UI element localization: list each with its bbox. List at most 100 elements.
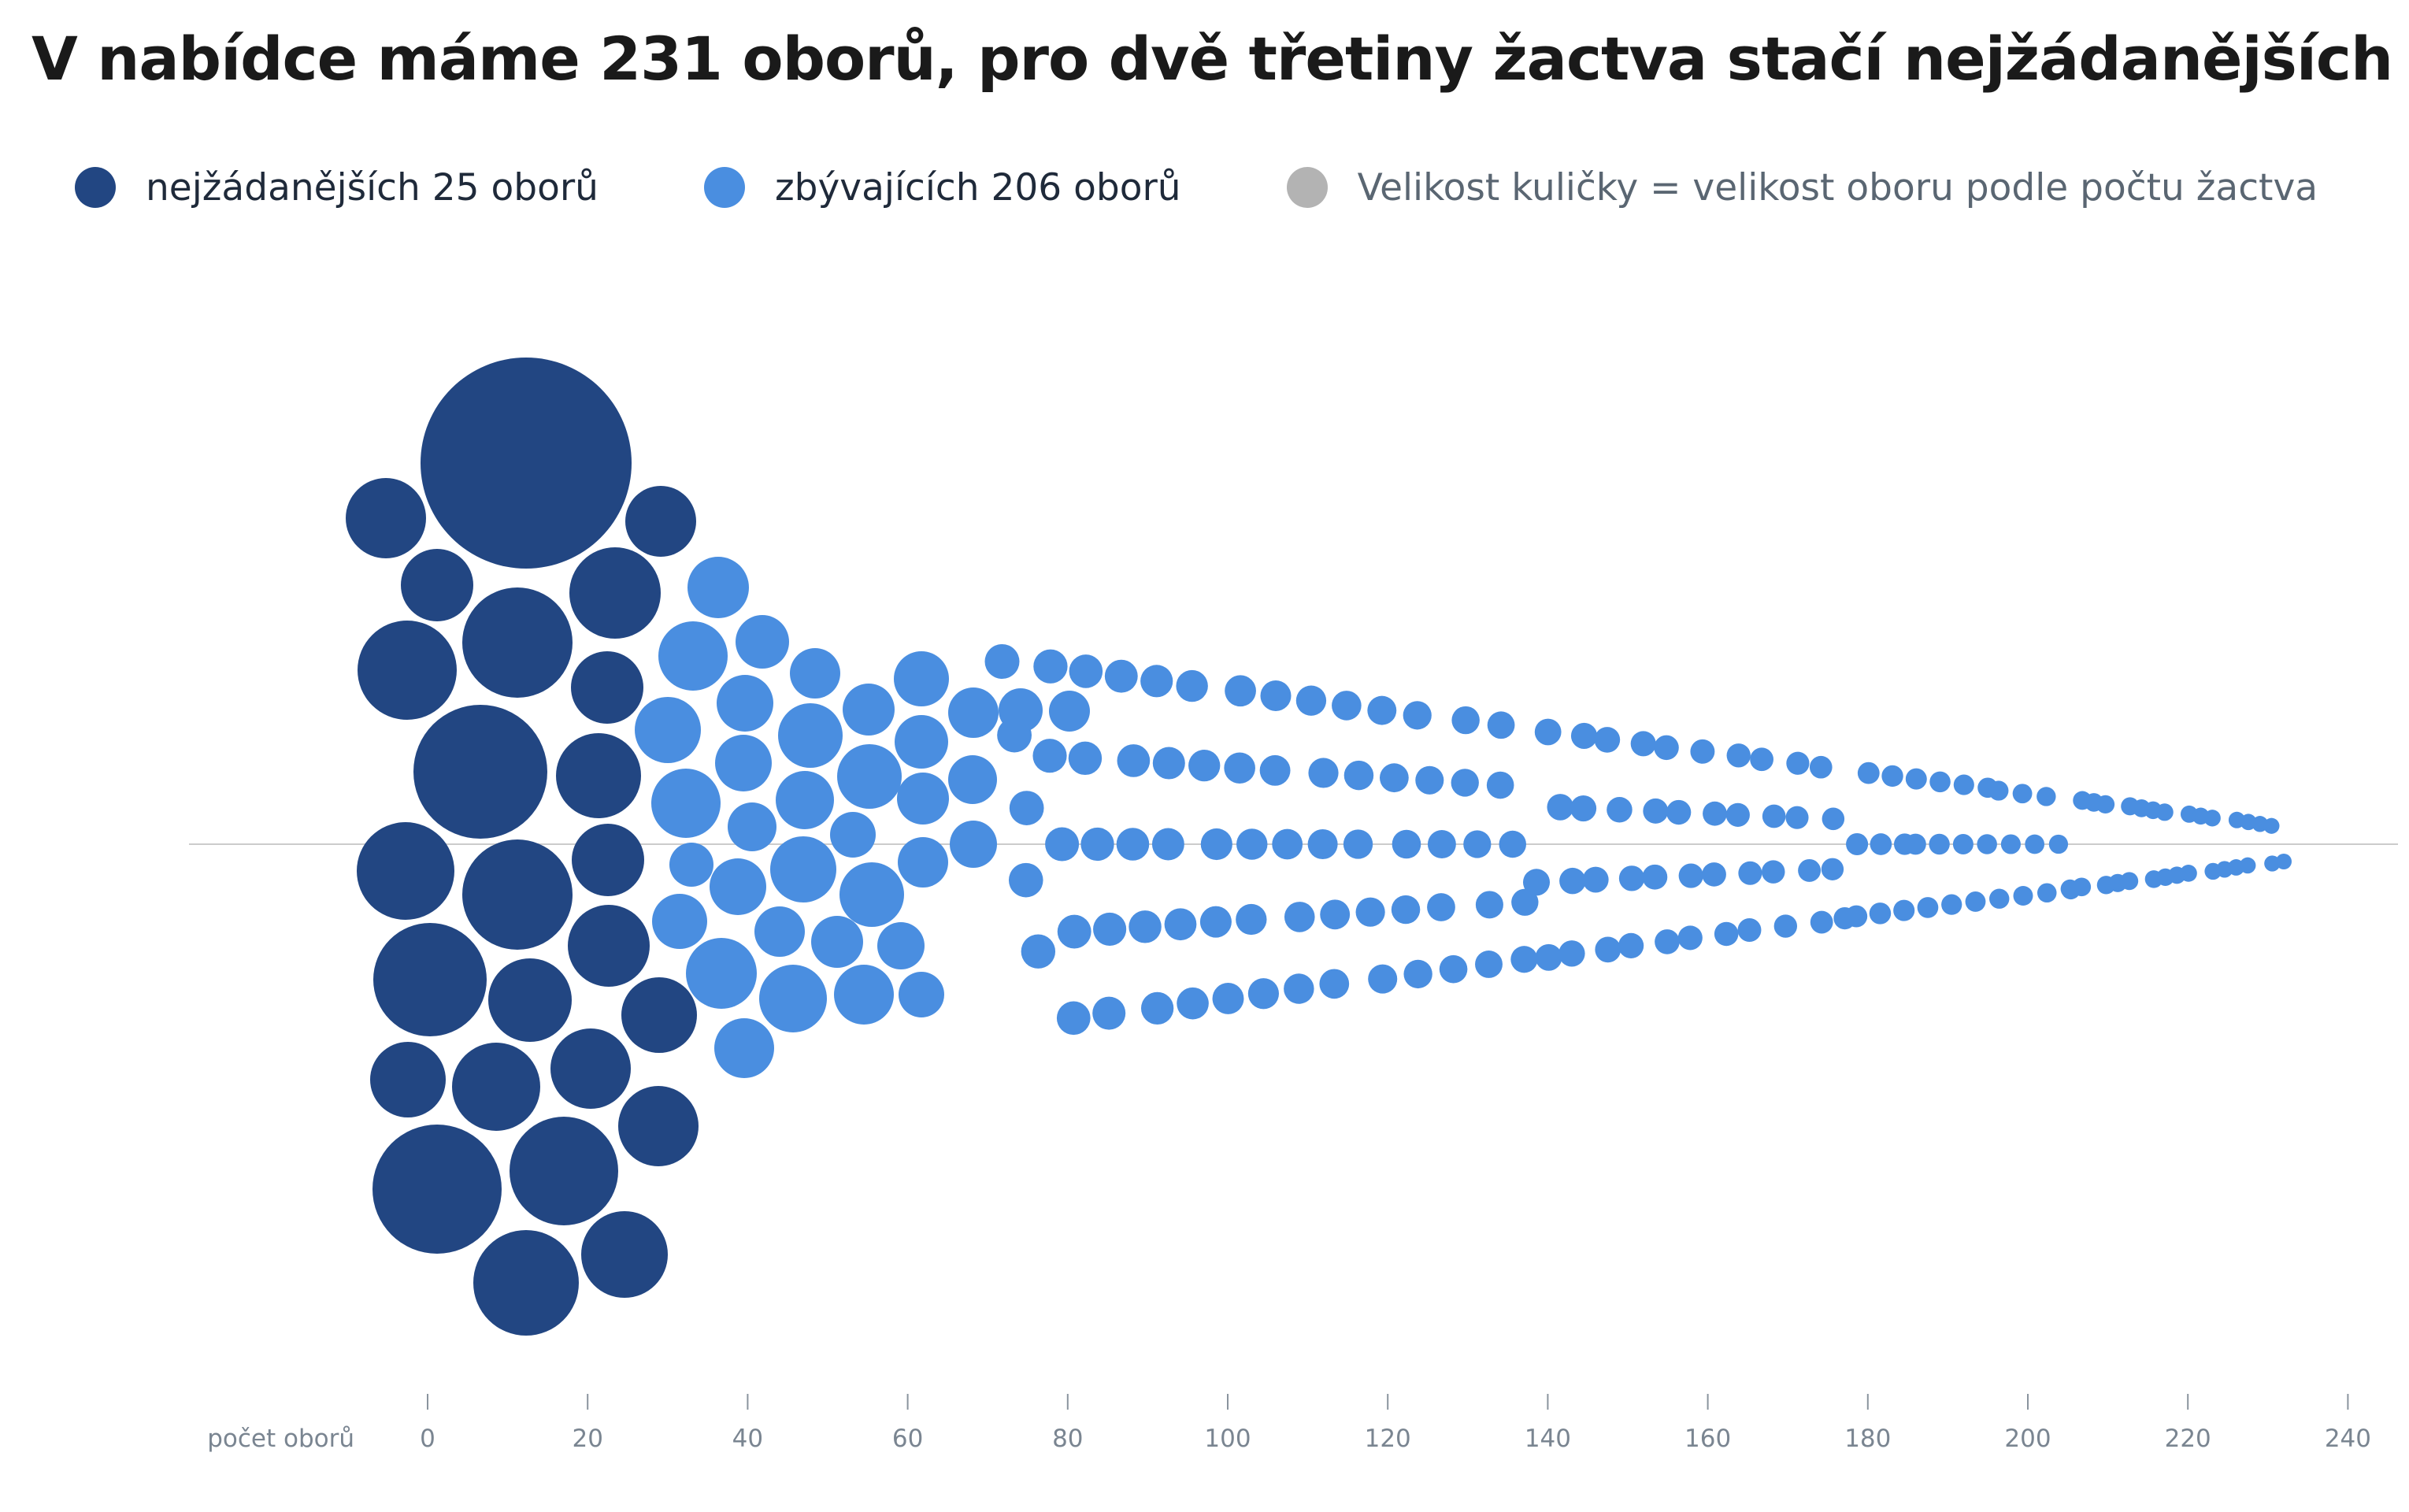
- bubble-rest206: [1547, 794, 1574, 821]
- legend: nejžádanějších 25 oborů zbývajících 206 …: [75, 164, 2318, 211]
- bubble-rest206: [984, 644, 1020, 679]
- bubble-rest206: [1403, 959, 1432, 989]
- x-tick-label: 40: [732, 1425, 763, 1453]
- bubble-rest206: [1439, 954, 1468, 984]
- bubble-rest206: [1140, 665, 1173, 698]
- bubble-rest206: [1487, 711, 1515, 739]
- bubble-rest206: [669, 843, 713, 887]
- legend-item-top25: nejžádanějších 25 oborů: [75, 166, 599, 209]
- bubble-rest206: [1475, 891, 1503, 919]
- bubble-top25: [413, 705, 547, 839]
- legend-label-size-note: Velikost kuličky = velikost oboru podle …: [1357, 165, 2318, 209]
- bubble-rest206: [950, 821, 997, 868]
- x-tick-label: 120: [1365, 1425, 1411, 1453]
- bubble-rest206: [714, 1018, 774, 1078]
- bubble-rest206: [1475, 951, 1503, 978]
- bubble-rest206: [1929, 833, 1950, 855]
- bubble-top25: [568, 905, 650, 987]
- bubble-rest206: [948, 755, 997, 804]
- bubble-rest206: [1320, 899, 1351, 930]
- bubble-rest206: [2276, 854, 2292, 869]
- bubble-rest206: [811, 916, 863, 968]
- bubble-rest206: [1522, 869, 1551, 896]
- bubble-rest206: [948, 687, 999, 738]
- bubble-rest206: [1510, 946, 1538, 973]
- legend-item-size-note: Velikost kuličky = velikost oboru podle …: [1286, 165, 2318, 209]
- bubble-rest206: [686, 938, 757, 1009]
- bubble-rest206: [1666, 799, 1692, 825]
- bubble-rest206: [1307, 828, 1338, 860]
- bubble-top25: [556, 733, 641, 818]
- bubble-rest206: [1260, 680, 1292, 712]
- bubble-rest206: [1152, 747, 1185, 780]
- bubble-rest206: [1177, 987, 1209, 1020]
- bubble-rest206: [754, 906, 805, 957]
- bubble-rest206: [1343, 760, 1374, 791]
- bubble-rest206: [843, 684, 895, 736]
- bubble-rest206: [1738, 861, 1762, 885]
- bubble-rest206: [658, 621, 728, 691]
- bubble-rest206: [2180, 865, 2197, 882]
- bubble-top25: [618, 1086, 699, 1166]
- bubble-rest206: [830, 812, 876, 858]
- bubble-rest206: [1761, 860, 1785, 884]
- bubble-rest206: [1427, 830, 1456, 858]
- bubble-rest206: [1176, 669, 1208, 702]
- bubble-rest206: [2048, 834, 2069, 854]
- bubble-rest206: [1677, 925, 1703, 951]
- bubble-rest206: [1069, 654, 1103, 688]
- bubble-rest206: [1618, 865, 1645, 891]
- bubble-rest206: [1284, 902, 1315, 932]
- bubble-rest206: [1655, 929, 1680, 954]
- bubble-top25: [372, 1125, 502, 1254]
- bubble-top25: [621, 977, 697, 1053]
- x-tick-label: 160: [1684, 1425, 1731, 1453]
- bubble-rest206: [1355, 897, 1385, 927]
- bubble-rest206: [2037, 883, 2057, 903]
- bubble-rest206: [687, 557, 749, 618]
- bubble-rest206: [736, 615, 789, 669]
- bubble-rest206: [1451, 769, 1479, 797]
- x-axis-title: počet oborů: [207, 1425, 354, 1453]
- bubble-rest206: [1607, 796, 1633, 823]
- bubble-rest206: [1798, 858, 1822, 882]
- bubble-rest206: [997, 717, 1032, 753]
- bubble-rest206: [1678, 863, 1703, 888]
- bubble-rest206: [635, 697, 701, 763]
- bubble-rest206: [1810, 910, 1833, 934]
- legend-dot-light-icon: [703, 167, 745, 208]
- legend-label-rest206: zbývajících 206 oborů: [774, 165, 1181, 209]
- bubble-rest206: [790, 648, 840, 699]
- x-tick-label: 220: [2165, 1425, 2211, 1453]
- legend-label-top25: nejžádanějších 25 oborů: [146, 165, 599, 209]
- bubble-rest206: [2155, 803, 2174, 821]
- bubble-rest206: [1725, 802, 1750, 827]
- bubble-rest206: [2000, 834, 2021, 854]
- bubble-rest206: [839, 862, 904, 927]
- bubble-rest206: [1224, 752, 1255, 784]
- legend-dot-grey-icon: [1286, 167, 1328, 208]
- bubble-rest206: [2120, 872, 2139, 891]
- bubble-rest206: [1367, 695, 1397, 725]
- bubble-rest206: [1630, 731, 1656, 757]
- bubble-rest206: [1308, 758, 1339, 788]
- bubble-top25: [625, 486, 696, 557]
- bubble-rest206: [1151, 828, 1184, 861]
- bubble-rest206: [1415, 765, 1444, 795]
- bubble-rest206: [1988, 780, 2009, 801]
- bubble-rest206: [1188, 750, 1221, 782]
- bubble-rest206: [1236, 828, 1268, 860]
- bubble-rest206: [1164, 908, 1197, 941]
- bubble-rest206: [652, 894, 707, 949]
- bubble-rest206: [1236, 903, 1267, 936]
- bubble-rest206: [710, 858, 766, 915]
- bubble-rest206: [1021, 934, 1056, 969]
- bubble-top25: [462, 587, 573, 698]
- bubble-rest206: [1343, 829, 1373, 859]
- bubble-rest206: [1140, 991, 1174, 1025]
- bubble-top25: [373, 923, 487, 1036]
- bubble-rest206: [1582, 866, 1609, 893]
- bubble-top25: [572, 824, 644, 896]
- x-tick-label: 60: [892, 1425, 923, 1453]
- bubble-rest206: [1893, 899, 1915, 921]
